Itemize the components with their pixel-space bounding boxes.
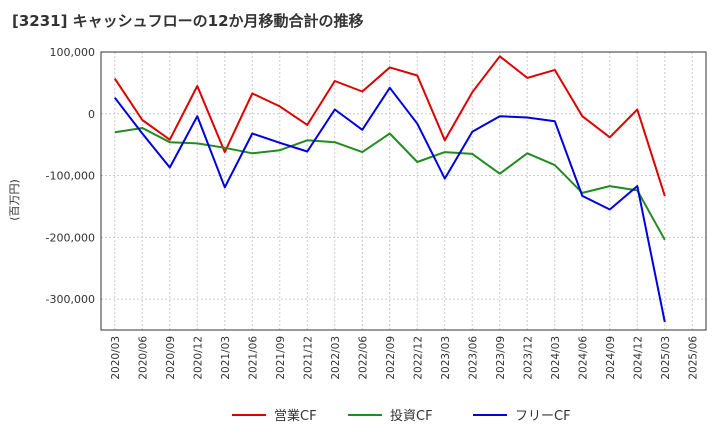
legend-label: 営業CF <box>274 408 317 424</box>
x-tick-label: 2021/06 <box>247 336 259 380</box>
x-tick-label: 2022/06 <box>357 336 369 380</box>
plot-frame <box>100 51 707 331</box>
x-tick-label: 2025/06 <box>687 336 699 380</box>
chart-title: [3231] キャッシュフローの12か月移動合計の推移 <box>12 12 364 30</box>
series-line <box>114 127 666 241</box>
y-tick-label: -100,000 <box>46 170 95 183</box>
x-tick-label: 2023/12 <box>522 336 534 380</box>
x-tick-label: 2022/03 <box>330 336 342 380</box>
series-line <box>113 55 666 197</box>
x-tick-label: 2024/03 <box>550 336 562 380</box>
x-tick-label: 2024/12 <box>632 336 644 380</box>
x-tick-label: 2021/12 <box>302 336 314 380</box>
x-tick-label: 2024/09 <box>605 336 617 380</box>
x-tick-label: 2023/03 <box>440 336 452 380</box>
y-tick-label: 100,000 <box>50 46 96 59</box>
x-tick-label: 2020/12 <box>192 336 204 380</box>
series-line <box>114 86 666 323</box>
x-tick-label: 2021/03 <box>220 336 232 380</box>
y-tick-label: -300,000 <box>46 293 95 306</box>
x-tick-label: 2023/06 <box>467 336 479 380</box>
legend-label: 投資CF <box>390 408 433 424</box>
x-tick-label: 2022/12 <box>412 336 424 380</box>
legend: 営業CF 投資CF フリーCF <box>232 408 571 424</box>
x-tick-label: 2024/06 <box>577 336 589 380</box>
x-tick-label: 2025/03 <box>660 336 672 380</box>
y-tick-label: -200,000 <box>46 231 95 244</box>
series-layer <box>113 55 666 323</box>
x-tick-label: 2022/09 <box>385 336 397 380</box>
y-tick-label: 0 <box>88 108 95 121</box>
x-tick-label: 2020/03 <box>110 336 122 380</box>
grid-layer <box>101 51 706 330</box>
legend-label: フリーCF <box>515 409 571 424</box>
x-tick-label: 2020/06 <box>137 336 149 380</box>
y-tick-labels: 100,000 0 -100,000 -200,000 -300,000 <box>46 46 95 306</box>
y-axis-label: (百万円) <box>8 179 21 221</box>
x-tick-label: 2020/09 <box>165 336 177 380</box>
x-tick-label: 2021/09 <box>275 336 287 380</box>
x-tick-label: 2023/09 <box>495 336 507 380</box>
x-tick-labels: 2020/03 2020/06 2020/09 2020/12 2021/03 2021/… <box>110 336 700 380</box>
